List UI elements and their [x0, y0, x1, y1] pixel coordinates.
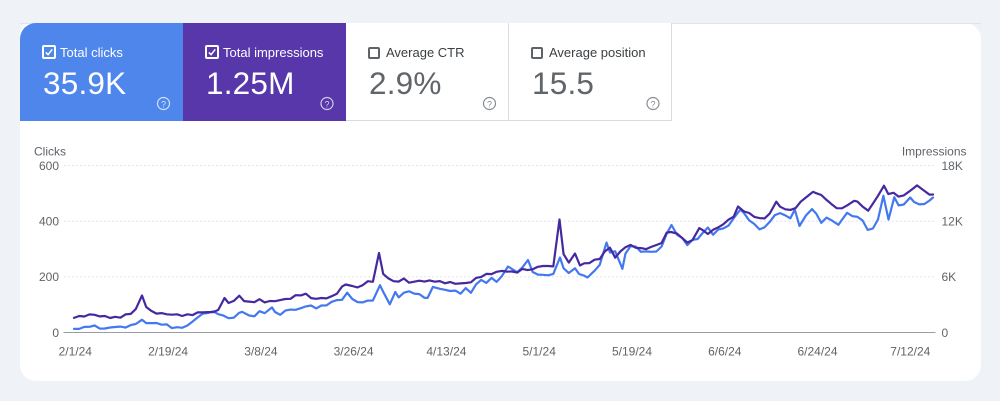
- svg-text:6/24/24: 6/24/24: [797, 345, 837, 359]
- svg-text:Clicks: Clicks: [34, 145, 66, 159]
- svg-text:Impressions: Impressions: [902, 145, 967, 159]
- svg-text:?: ?: [324, 99, 329, 109]
- svg-text:6K: 6K: [942, 270, 957, 284]
- svg-text:18K: 18K: [942, 159, 963, 173]
- svg-text:7/12/24: 7/12/24: [890, 345, 930, 359]
- svg-text:3/26/24: 3/26/24: [334, 345, 374, 359]
- svg-text:12K: 12K: [942, 215, 963, 229]
- svg-text:400: 400: [39, 215, 59, 229]
- svg-text:5/19/24: 5/19/24: [612, 345, 652, 359]
- svg-text:?: ?: [650, 99, 655, 109]
- svg-text:?: ?: [161, 99, 166, 109]
- svg-text:0: 0: [942, 326, 949, 340]
- svg-text:4/13/24: 4/13/24: [426, 345, 466, 359]
- svg-text:6/6/24: 6/6/24: [708, 345, 742, 359]
- svg-text:3/8/24: 3/8/24: [244, 345, 278, 359]
- svg-text:200: 200: [39, 270, 59, 284]
- svg-text:?: ?: [487, 99, 492, 109]
- svg-text:2/19/24: 2/19/24: [148, 345, 188, 359]
- svg-text:5/1/24: 5/1/24: [523, 345, 557, 359]
- svg-text:0: 0: [52, 326, 59, 340]
- svg-text:2/1/24: 2/1/24: [59, 345, 93, 359]
- svg-text:600: 600: [39, 159, 59, 173]
